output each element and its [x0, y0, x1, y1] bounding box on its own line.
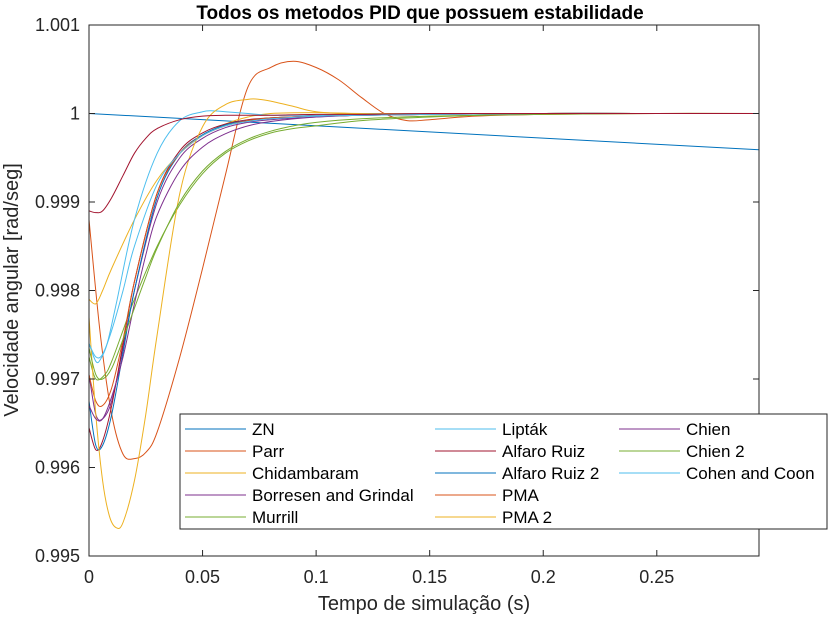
- x-tick-label: 0.1: [304, 567, 329, 587]
- series-line-zn: [89, 113, 759, 151]
- legend-entry-borresen-and-grindal: Borresen and Grindal: [252, 486, 414, 505]
- legend-entry-chien-2: Chien 2: [686, 442, 745, 461]
- x-axis-label: Tempo de simulação (s): [318, 593, 530, 615]
- y-tick-label: 1: [70, 104, 80, 124]
- legend-entry-alfaro-ruiz-2: Alfaro Ruiz 2: [502, 464, 599, 483]
- legend-entry-murrill: Murrill: [252, 508, 298, 527]
- x-tick-label: 0: [84, 567, 94, 587]
- legend-entry-lipt-k: Lipták: [502, 420, 548, 439]
- legend-box: [179, 413, 828, 530]
- ticks-layer: 0 0.05 0.1 0.15 0.2 0.25 0.995 0.996 0.997 0.998 0…: [35, 15, 759, 587]
- y-tick-label: 0.998: [35, 281, 80, 301]
- legend-entry-pma: PMA: [502, 486, 540, 505]
- legend-entry-parr: Parr: [252, 442, 284, 461]
- y-tick-label: 0.996: [35, 458, 80, 478]
- series-line-chien-2: [89, 112, 759, 380]
- y-tick-label: 0.997: [35, 369, 80, 389]
- series-layer: [89, 60, 759, 530]
- x-tick-label: 0.15: [412, 567, 447, 587]
- legend: ZN Parr Chidambaram Borresen and Grindal Mur…: [179, 413, 828, 530]
- x-tick-label: 0.2: [531, 567, 556, 587]
- legend-entry-cohen-and-coon: Cohen and Coon: [686, 464, 815, 483]
- y-tick-label: 1.001: [35, 15, 80, 35]
- y-tick-label: 0.999: [35, 192, 80, 212]
- y-axis-label: Velocidade angular [rad/seg]: [1, 163, 23, 417]
- series-line-parr: [89, 60, 759, 460]
- legend-entry-zn: ZN: [252, 420, 275, 439]
- legend-entry-alfaro-ruiz: Alfaro Ruiz: [502, 442, 585, 461]
- legend-entry-chien: Chien: [686, 420, 730, 439]
- y-tick-label: 0.995: [35, 546, 80, 566]
- x-tick-label: 0.25: [639, 567, 674, 587]
- series-line-unlabeled-13: [89, 112, 759, 214]
- x-tick-label: 0.05: [185, 567, 220, 587]
- legend-entry-chidambaram: Chidambaram: [252, 464, 359, 483]
- legend-entry-pma-2: PMA 2: [502, 508, 552, 527]
- chart-title: Todos os metodos PID que possuem estabil…: [196, 3, 643, 24]
